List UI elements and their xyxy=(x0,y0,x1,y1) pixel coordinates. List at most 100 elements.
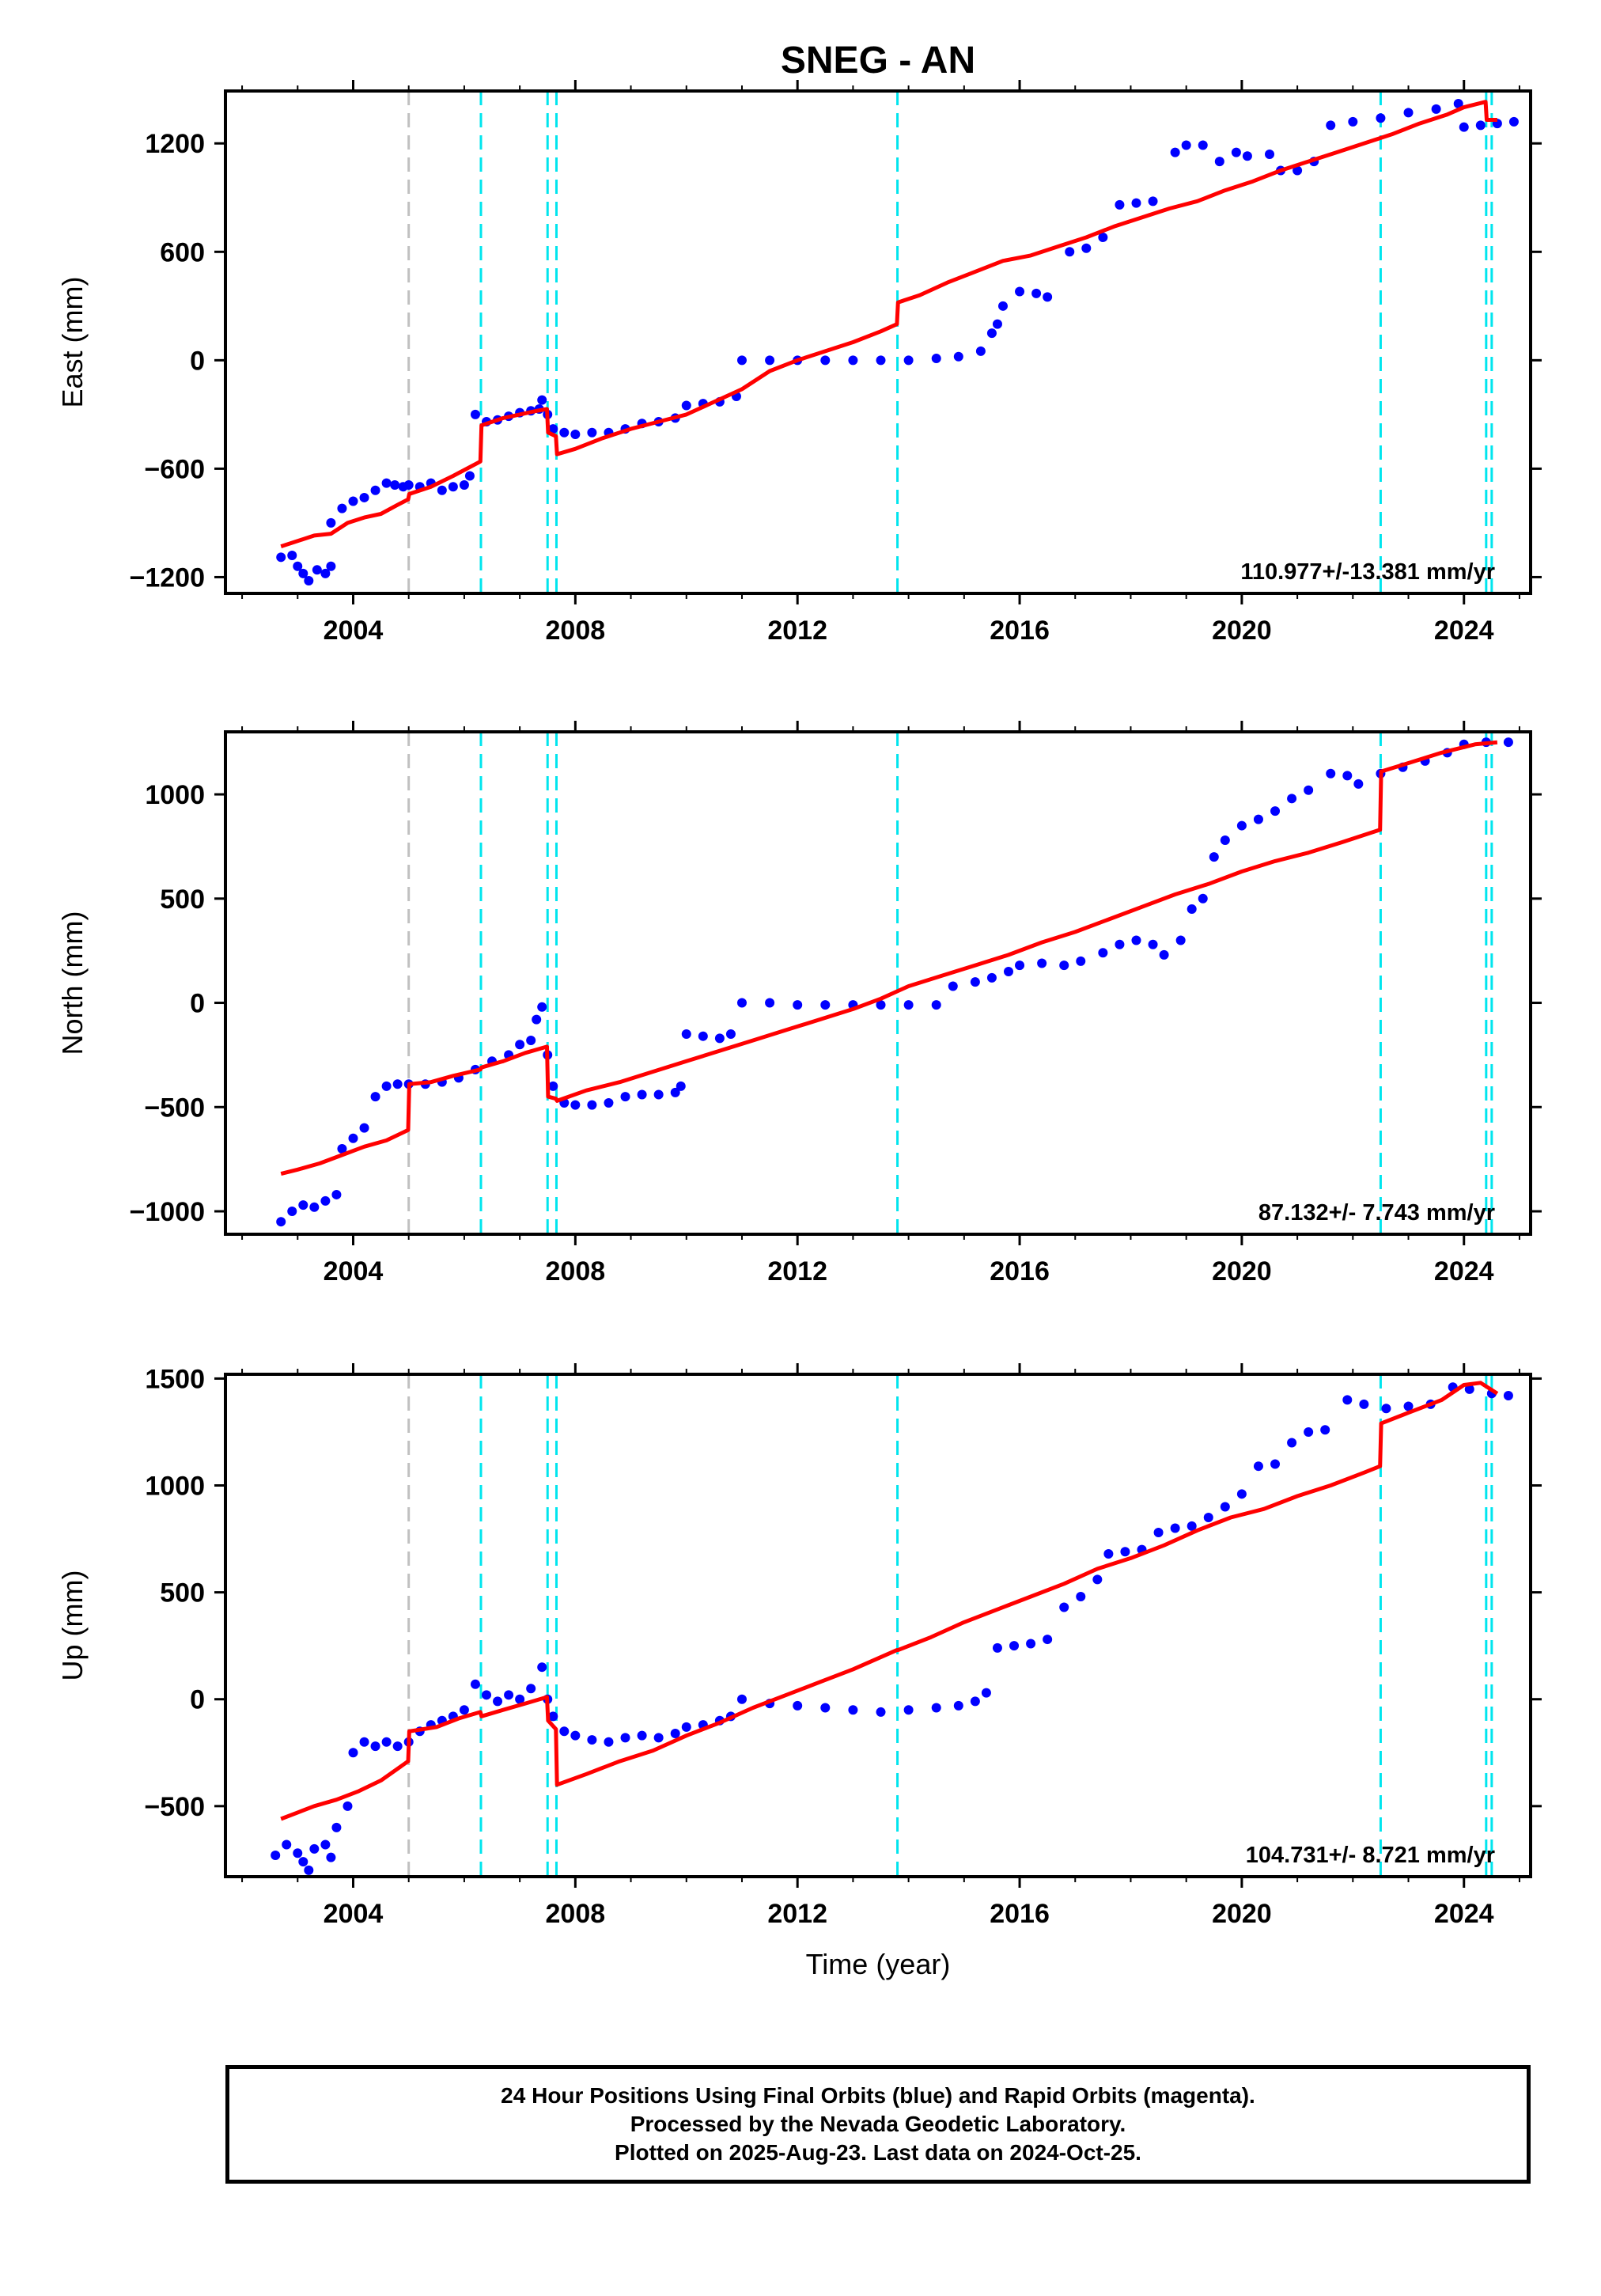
x-axis-label: Time (year) xyxy=(806,1948,951,1980)
data-point xyxy=(698,1031,708,1041)
data-point xyxy=(820,1000,831,1010)
data-point xyxy=(348,1748,358,1758)
data-point xyxy=(548,1711,558,1722)
data-point xyxy=(903,1000,914,1010)
data-point xyxy=(293,561,303,571)
data-point xyxy=(390,479,400,490)
data-point xyxy=(298,1200,308,1211)
data-point xyxy=(459,479,469,490)
data-point xyxy=(1342,771,1353,781)
y-axis-label: Up (mm) xyxy=(56,1570,89,1681)
data-point xyxy=(1236,1489,1247,1499)
x-tick-label: 2012 xyxy=(767,1899,827,1929)
data-point xyxy=(298,568,308,578)
data-point xyxy=(1187,904,1197,914)
data-point xyxy=(1459,122,1469,132)
y-tick-label: 1500 xyxy=(145,1364,205,1394)
data-point xyxy=(903,355,914,366)
data-point xyxy=(1287,794,1297,804)
data-point xyxy=(532,1014,542,1025)
data-point xyxy=(1103,1548,1114,1559)
data-point xyxy=(320,1195,331,1206)
data-point xyxy=(1059,960,1069,971)
y-axis-label: East (mm) xyxy=(56,277,89,408)
data-point xyxy=(392,1079,403,1089)
data-point xyxy=(1353,779,1364,789)
data-point xyxy=(1198,140,1208,150)
data-point xyxy=(1431,104,1441,114)
data-point xyxy=(348,1133,358,1143)
model-line xyxy=(280,100,1497,548)
data-point xyxy=(670,1728,680,1738)
data-point xyxy=(1170,147,1180,157)
data-point xyxy=(970,1696,980,1707)
data-point xyxy=(736,1694,747,1704)
data-point xyxy=(1181,140,1191,150)
x-tick-label: 2008 xyxy=(546,616,606,646)
y-tick-label: 0 xyxy=(190,346,205,376)
data-point xyxy=(1304,1426,1314,1437)
data-point xyxy=(570,429,581,439)
y-tick-label: −1200 xyxy=(130,563,206,593)
data-point xyxy=(537,395,547,405)
data-point xyxy=(526,1035,536,1045)
data-point xyxy=(1098,948,1108,958)
caption-line-2: Processed by the Nevada Geodetic Laborat… xyxy=(630,2112,1126,2136)
data-point xyxy=(548,424,558,434)
data-point xyxy=(537,1662,547,1673)
data-point xyxy=(820,1703,831,1713)
data-point xyxy=(298,1857,308,1867)
x-tick-label: 2004 xyxy=(324,1899,384,1929)
data-point xyxy=(570,1730,581,1741)
data-point xyxy=(765,998,775,1008)
data-point xyxy=(1148,939,1158,949)
x-tick-label: 2004 xyxy=(324,616,384,646)
data-point xyxy=(1009,1641,1020,1651)
data-point xyxy=(653,1089,664,1100)
caption-box: 24 Hour Positions Using Final Orbits (bl… xyxy=(225,2065,1531,2184)
data-point xyxy=(1026,1639,1036,1649)
x-tick-label: 2016 xyxy=(990,1899,1050,1929)
data-point xyxy=(876,355,886,366)
data-point xyxy=(293,1848,303,1858)
data-point xyxy=(403,479,414,490)
data-point xyxy=(1115,939,1125,949)
data-point xyxy=(537,1002,547,1012)
y-tick-label: 500 xyxy=(160,1578,205,1608)
data-point xyxy=(326,1852,336,1862)
data-point xyxy=(470,1679,480,1689)
y-tick-label: 1000 xyxy=(145,1472,205,1502)
data-point xyxy=(470,409,480,419)
data-point xyxy=(1403,108,1414,118)
data-point xyxy=(1203,1513,1213,1523)
data-point xyxy=(931,1000,941,1010)
data-point xyxy=(1081,243,1092,253)
data-point xyxy=(448,482,458,492)
data-point xyxy=(1015,960,1025,971)
data-point xyxy=(1304,785,1314,795)
rate-annotation: 110.977+/-13.381 mm/yr xyxy=(1240,559,1495,585)
data-point xyxy=(348,496,358,506)
data-point xyxy=(1348,116,1358,127)
y-tick-label: −500 xyxy=(144,1792,205,1822)
data-point xyxy=(1131,935,1141,945)
y-tick-label: −1000 xyxy=(130,1197,206,1227)
data-point xyxy=(1253,1461,1263,1472)
data-point xyxy=(493,1696,503,1707)
data-point xyxy=(309,1843,320,1854)
plot-frame xyxy=(224,730,1532,1236)
data-point xyxy=(304,1865,314,1875)
x-tick-label: 2012 xyxy=(767,616,827,646)
plot-area xyxy=(276,732,1513,1234)
data-point xyxy=(1120,1547,1130,1557)
data-point xyxy=(1198,893,1208,904)
data-point xyxy=(1043,292,1053,302)
data-point xyxy=(1214,157,1224,167)
data-point xyxy=(515,1694,525,1704)
data-point xyxy=(1043,1635,1053,1645)
data-point xyxy=(903,1705,914,1715)
plot-area xyxy=(276,91,1519,593)
data-point xyxy=(793,1700,803,1711)
data-point xyxy=(337,503,347,513)
data-point xyxy=(793,1000,803,1010)
